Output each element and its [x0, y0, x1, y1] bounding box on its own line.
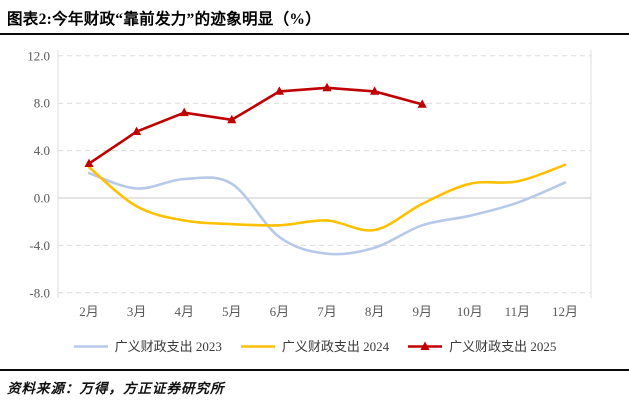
x-tick-label: 9月: [412, 304, 432, 319]
legend-label: 广义财政支出 2024: [281, 339, 390, 354]
series-line-0: [87, 171, 567, 256]
series-line-1: [87, 163, 567, 232]
x-tick-label: 4月: [174, 304, 194, 319]
triangle-marker: [132, 126, 142, 136]
triangle-marker: [417, 99, 427, 108]
x-tick-label: 5月: [222, 304, 242, 319]
legend-swatch: [73, 344, 108, 348]
title-divider: [0, 33, 629, 35]
legend-item-2: 广义财政支出 2025: [407, 336, 556, 355]
chart-canvas: 12.0 8.0 4.0 0.0 -4.0 -8.0 2月 3月 4月 5月 6月 7月 8月 9月 10月…: [27, 48, 592, 319]
x-tick-label: 2月: [79, 304, 99, 319]
y-tick-label: 8.0: [34, 96, 50, 111]
legend-label: 广义财政支出 2023: [114, 339, 222, 354]
y-tick-label: -4.0: [29, 238, 50, 253]
triangle-marker: [322, 82, 332, 92]
legend-swatch: [240, 344, 275, 348]
x-tick-label: 6月: [270, 304, 290, 319]
triangle-marker: [370, 86, 380, 95]
y-tick-label: 12.0: [27, 48, 50, 63]
source-note: 资料来源：万得，方正证券研究所: [7, 381, 225, 396]
chart-legend: 广义财政支出 2023 广义财政支出 2024 广义财政支出 2025: [0, 336, 629, 355]
chart-title: 图表2:今年财政“靠前发力”的迹象明显（%）: [7, 11, 322, 28]
x-tick-label: 7月: [317, 304, 337, 319]
x-tick-label: 10月: [457, 304, 483, 319]
x-tick-label: 11月: [505, 304, 531, 319]
x-tick-label: 3月: [127, 304, 147, 319]
x-tick-label: 12月: [552, 304, 578, 319]
legend-swatch: [408, 341, 443, 350]
triangle-marker: [274, 86, 284, 95]
legend-label: 广义财政支出 2025: [449, 339, 557, 354]
y-tick-label: -8.0: [29, 285, 50, 300]
triangle-marker: [227, 114, 237, 124]
footer-divider: [0, 369, 629, 371]
y-tick-label: 0.0: [34, 191, 50, 206]
legend-item-1: 广义财政支出 2024: [240, 336, 389, 355]
y-tick-label: 4.0: [34, 143, 50, 158]
series-line-2: [87, 86, 424, 165]
x-tick-label: 8月: [365, 304, 385, 319]
triangle-marker: [179, 107, 189, 117]
legend-item-0: 广义财政支出 2023: [73, 336, 222, 355]
triangle-marker: [84, 158, 94, 168]
